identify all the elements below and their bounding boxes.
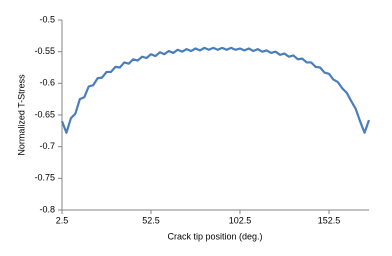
- x-tick-label: 152.5: [318, 215, 341, 225]
- x-tick-label: 2.5: [56, 215, 69, 225]
- y-tick-label: -0.55: [34, 46, 55, 56]
- x-tick-label: 102.5: [229, 215, 252, 225]
- y-axis-label: Normalized T-Stress: [16, 74, 26, 156]
- x-axis-label: Crack tip position (deg.): [167, 231, 262, 241]
- y-tick-label: -0.75: [34, 173, 55, 183]
- y-tick-label: -0.6: [39, 78, 55, 88]
- x-tick-label: 52.5: [142, 215, 160, 225]
- y-tick-label: -0.7: [39, 141, 55, 151]
- y-tick-label: -0.5: [39, 14, 55, 24]
- y-tick-label: -0.8: [39, 204, 55, 214]
- y-tick-label: -0.65: [34, 109, 55, 119]
- data-line: [60, 46, 371, 134]
